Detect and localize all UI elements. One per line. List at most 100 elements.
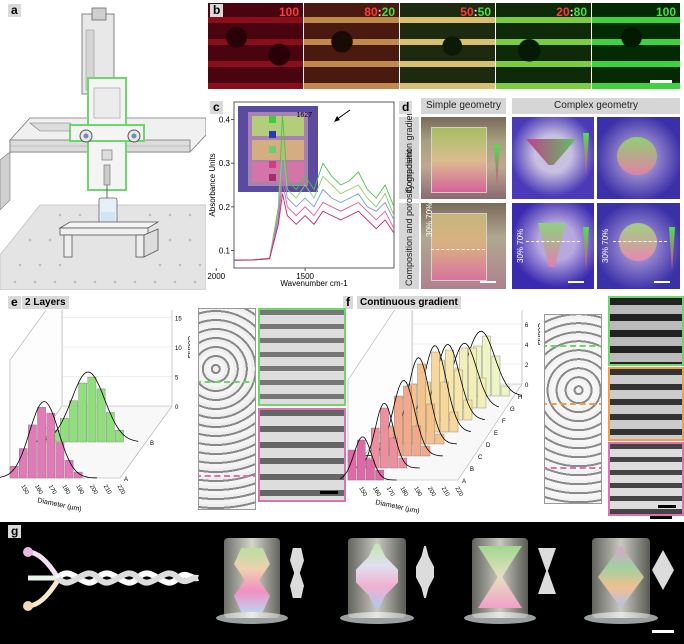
panel-f-title: Continuous gradient <box>357 296 461 309</box>
x-tick-label: 170 <box>385 486 396 498</box>
y-axis-label: Absorbance Units <box>208 153 217 216</box>
scale-bar <box>480 281 496 283</box>
spectrum-series-3 <box>233 163 395 262</box>
x-tick-label: 150 <box>19 484 30 496</box>
row-header-composition-gradient: Composition gradient <box>399 108 419 199</box>
histogram-bar <box>28 424 37 479</box>
x-tick-label: 150 <box>357 486 368 498</box>
scale-bar <box>650 516 672 519</box>
gaussian-fit-curve <box>0 401 98 479</box>
scale-bar <box>652 630 674 633</box>
histogram-bar <box>18 448 28 479</box>
spectrum-series-1 <box>234 115 395 261</box>
scale-bar <box>568 281 584 283</box>
x-tick-label: 160 <box>33 484 44 496</box>
peak-annotation-label: 1627 <box>297 112 313 119</box>
legend-swatch-green <box>269 116 276 123</box>
tile-ratio-label: 50:50 <box>460 5 491 19</box>
histogram-bar <box>398 457 408 469</box>
printed-sample-1 <box>212 530 292 624</box>
x-tick-label: 1500 <box>296 272 314 281</box>
y-tick-label: 0.4 <box>219 115 231 124</box>
panel-e-title: 2 Layers <box>22 296 69 309</box>
col-header-simple-geometry: Simple geometry <box>421 98 506 114</box>
z-tick-label: C <box>478 455 483 461</box>
histogram-bar <box>78 382 88 443</box>
y-tick-label: 4 <box>525 343 529 349</box>
histogram-bar <box>60 418 69 443</box>
x-tick-label: 200 <box>88 484 99 496</box>
histogram-continuous-gradient: 0246810CountsHGFEDCBA1501601701801902002… <box>340 310 540 515</box>
panel-label-f: f <box>343 296 353 309</box>
y-tick-label: 5 <box>175 376 179 382</box>
panel-label-g: g <box>8 525 22 538</box>
y-tick-label: 2 <box>525 363 529 369</box>
shape-icon-2 <box>416 546 434 598</box>
printed-sample-3 <box>460 530 540 624</box>
histogram-bar <box>375 469 384 481</box>
y-tick-label: 15 <box>175 317 182 323</box>
gaussian-fit-curve <box>340 436 397 481</box>
x-tick-label: 210 <box>102 484 113 496</box>
y-axis-label: Counts <box>536 323 540 346</box>
porosity-label: 30% 70% <box>516 228 525 263</box>
tile-ratio-label: 100 <box>655 5 676 19</box>
histogram-bar <box>105 412 115 443</box>
sem-image-continuous-middle <box>608 367 684 441</box>
histogram-bar <box>417 363 426 445</box>
scale-bar <box>654 281 670 283</box>
microct-column-2-layers <box>198 308 256 510</box>
z-tick-label: F <box>502 419 506 425</box>
x-tick-label: 220 <box>116 484 127 496</box>
z-tick-label: G <box>510 407 515 413</box>
microscopy-tile-50-50: 50:50 <box>400 3 495 89</box>
porosity-label: 30% 70% <box>425 203 434 237</box>
y-tick-label: 10 <box>175 346 182 352</box>
sem-image-continuous-bottom <box>608 442 684 516</box>
photo-complex-composition-1 <box>512 117 594 199</box>
histogram-bar <box>468 347 478 409</box>
histogram-bar <box>449 411 459 433</box>
col-header-complex-geometry: Complex geometry <box>512 98 680 114</box>
shape-icon-3 <box>538 548 556 594</box>
x-tick-label: 190 <box>74 484 85 496</box>
tile-ratio-label: 100 <box>278 5 299 19</box>
legend-swatch-blue <box>269 131 276 138</box>
z-tick-label: E <box>494 431 498 437</box>
scale-bar <box>658 505 676 508</box>
x-tick-label: 190 <box>412 486 423 498</box>
z-tick-label: B <box>470 467 474 473</box>
histogram-bar <box>87 376 97 443</box>
y-tick-label: 0.1 <box>219 247 231 256</box>
histogram-bar <box>356 439 366 481</box>
histogram-bar <box>491 355 501 397</box>
ftir-spectrum-chart: 0.1 0.2 0.3 0.4 2000 1500 1627 Wavenumber cm-… <box>207 101 395 288</box>
microscopy-tile-80-20: 80:20 <box>304 3 399 89</box>
histogram-bar <box>435 433 445 445</box>
microct-column-continuous <box>544 314 602 504</box>
shape-icon-1 <box>290 548 304 598</box>
histogram-bar <box>64 460 74 479</box>
y-tick-label: 0.2 <box>219 203 231 212</box>
histogram-bar <box>431 351 440 433</box>
shape-icon-4 <box>652 550 674 590</box>
histogram-bar <box>73 471 83 479</box>
porosity-label: 30% 70% <box>601 228 610 263</box>
row-header-composition-porosity-gradient: Composition and porosity gradient <box>399 149 419 289</box>
x-tick-label: 220 <box>454 486 465 498</box>
histogram-bar <box>463 399 473 421</box>
x-tick-label: 180 <box>399 486 410 498</box>
microscopy-tile-20-80: 20:80 <box>496 3 591 89</box>
scale-bar <box>650 80 672 83</box>
histogram-bar <box>380 407 389 469</box>
photo-simple-porosity: 30% 70% <box>421 203 506 289</box>
microscopy-tile-100-green: 100 <box>592 3 680 89</box>
x-axis-label: Wavenumber cm-1 <box>280 279 348 288</box>
photo-complex-composition-2 <box>597 117 680 199</box>
mixer-illustration <box>23 547 199 611</box>
x-tick-label: 2000 <box>207 272 225 281</box>
panel-label-b: b <box>210 4 224 17</box>
legend-swatch-pink <box>269 161 276 168</box>
x-tick-label: 200 <box>426 486 437 498</box>
tile-ratio-label: 80:20 <box>364 5 395 19</box>
